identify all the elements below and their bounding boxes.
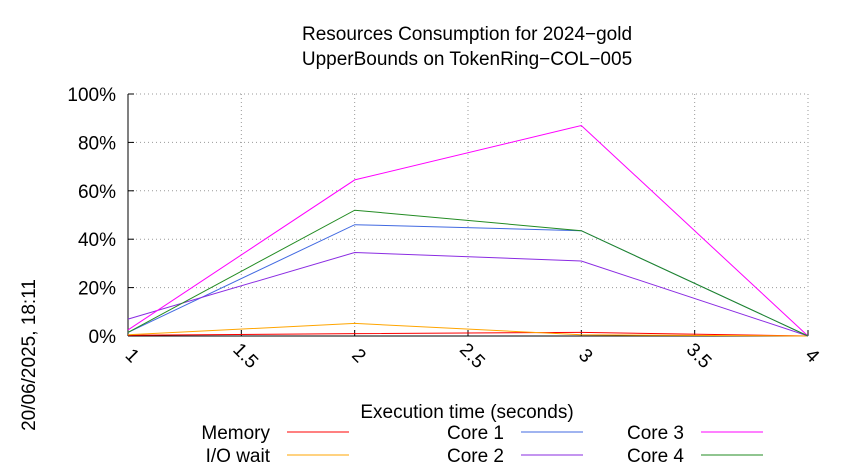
- legend-label-i-o-wait: I/O wait: [206, 446, 271, 467]
- x-tick-label-0: 1: [121, 345, 143, 367]
- x-axis-label: Execution time (seconds): [360, 402, 573, 423]
- series-line-core-2: [127, 251, 809, 337]
- legend-label-core-1: Core 1: [447, 423, 504, 444]
- legend-label-core-2: Core 2: [447, 446, 504, 467]
- series-line-core-3: [127, 124, 809, 337]
- series-line-i-o-wait: [127, 322, 809, 337]
- chart-title-line-1: Resources Consumption for 2024−gold: [302, 24, 632, 45]
- x-tick-label-4: 3: [574, 345, 596, 367]
- y-tick-label-0: 0%: [89, 327, 117, 348]
- grid: [128, 93, 809, 336]
- y-tick-label-2: 40%: [78, 230, 116, 251]
- x-tick-label-1: 1.5: [228, 339, 262, 373]
- series-line-core-4: [127, 209, 809, 337]
- series-lines: [127, 124, 809, 337]
- legend-label-memory: Memory: [201, 423, 270, 444]
- chart-title-line-2: UpperBounds on TokenRing−COL−005: [302, 49, 632, 70]
- x-tick-label-3: 2.5: [455, 339, 489, 373]
- x-tick-label-2: 2: [347, 345, 369, 367]
- x-tick-label-5: 3.5: [682, 339, 716, 373]
- timestamp-label: 20/06/2025, 18:11: [19, 279, 40, 431]
- legend-label-core-3: Core 3: [627, 423, 684, 444]
- y-tick-label-4: 80%: [78, 133, 116, 154]
- y-tick-label-5: 100%: [67, 85, 116, 106]
- legend-label-core-4: Core 4: [627, 446, 684, 467]
- series-line-memory: [127, 331, 809, 337]
- y-tick-labels: 0% 20% 40% 60% 80% 100%: [67, 85, 116, 348]
- y-tick-label-3: 60%: [78, 182, 116, 203]
- y-tick-label-1: 20%: [78, 279, 116, 300]
- x-tick-label-6: 4: [801, 345, 824, 368]
- x-tick-labels: 1 1.5 2 2.5 3 3.5 4: [121, 339, 824, 373]
